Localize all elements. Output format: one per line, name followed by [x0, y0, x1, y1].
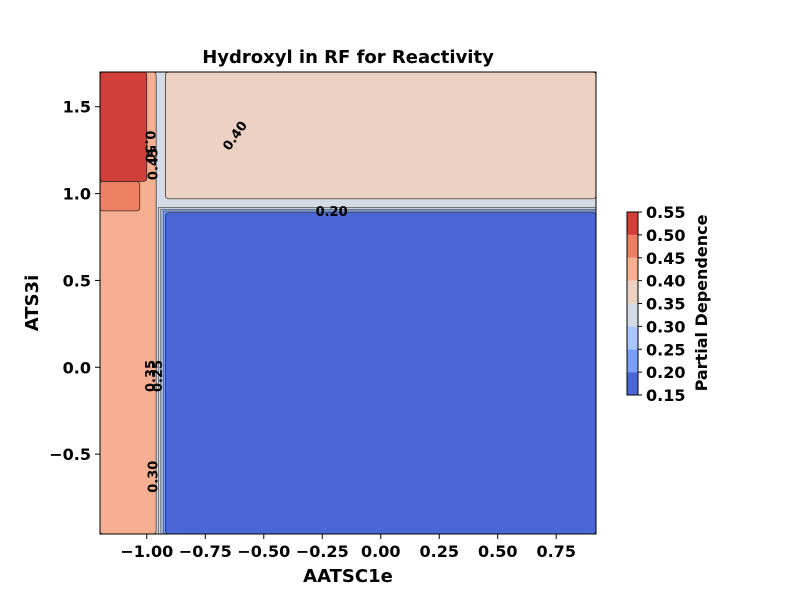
- y-tick-label: −0.5: [49, 445, 91, 464]
- colorbar-tick-label: 0.35: [646, 295, 685, 314]
- contour-label-5: 0.25: [151, 360, 166, 392]
- contour-label-4: 0.35: [144, 360, 159, 392]
- contour-region-1: [165, 72, 596, 200]
- colorbar-segment: [627, 212, 638, 235]
- colorbar-label: Partial Dependence: [692, 214, 711, 391]
- contour-label-0: 0.50: [142, 131, 157, 163]
- x-axis-label: AATSC1e: [303, 566, 393, 587]
- colorbar-tick-label: 0.20: [646, 363, 685, 382]
- plot-frame: [99, 71, 597, 535]
- x-tick-label: −0.50: [237, 542, 290, 561]
- colorbar-tick-label: 0.50: [646, 226, 685, 245]
- chart-title: Hydroxyl in RF for Reactivity: [202, 47, 494, 68]
- colorbar-tick-label: 0.25: [646, 340, 685, 359]
- y-axis-label: ATS3i: [22, 275, 43, 331]
- contour-label-6: 0.30: [146, 461, 161, 493]
- colorbar-segment: [627, 234, 638, 258]
- x-tick-label: −0.75: [179, 542, 232, 561]
- x-tick-label: 0.00: [361, 542, 400, 561]
- x-tick-label: −1.00: [120, 542, 173, 561]
- contour-label-3: 0.20: [316, 205, 348, 220]
- colorbar-segment: [627, 372, 638, 395]
- colorbar-segment: [627, 326, 638, 350]
- colorbar-tick-label: 0.15: [646, 386, 685, 405]
- x-axis: −1.00 −0.75 −0.50 −0.25 0.00 0.25 0.50 0.75: [120, 534, 576, 561]
- x-tick-label: 0.25: [420, 542, 459, 561]
- colorbar-segment: [627, 349, 638, 373]
- colorbar-segment: [627, 303, 638, 327]
- y-tick-label: 1.0: [63, 185, 91, 204]
- y-tick-label: 0.5: [63, 271, 91, 290]
- y-tick-label: 0.0: [63, 358, 91, 377]
- contour-region-3: [100, 181, 141, 212]
- colorbar-segment: [627, 280, 638, 304]
- colorbar-tick-label: 0.30: [646, 317, 685, 336]
- x-tick-label: −0.25: [296, 542, 349, 561]
- contour-region-0: [165, 212, 596, 534]
- colorbar-segment: [627, 257, 638, 281]
- contour-region-4: [100, 72, 148, 182]
- colorbar-tick-label: 0.45: [646, 249, 685, 268]
- colorbar: 0.15 0.20 0.25 0.30 0.35 0.40 0.45 0.50 0.55: [626, 203, 685, 405]
- contour-label-1: 0.45: [146, 148, 161, 180]
- y-tick-label: 1.5: [63, 98, 91, 117]
- x-tick-label: 0.50: [478, 542, 517, 561]
- x-tick-label: 0.75: [536, 542, 575, 561]
- plot-area: [100, 72, 596, 534]
- y-axis: −0.5 0.0 0.5 1.0 1.5: [49, 98, 100, 464]
- colorbar-tick-label: 0.55: [646, 203, 685, 222]
- colorbar-tick-label: 0.40: [646, 272, 685, 291]
